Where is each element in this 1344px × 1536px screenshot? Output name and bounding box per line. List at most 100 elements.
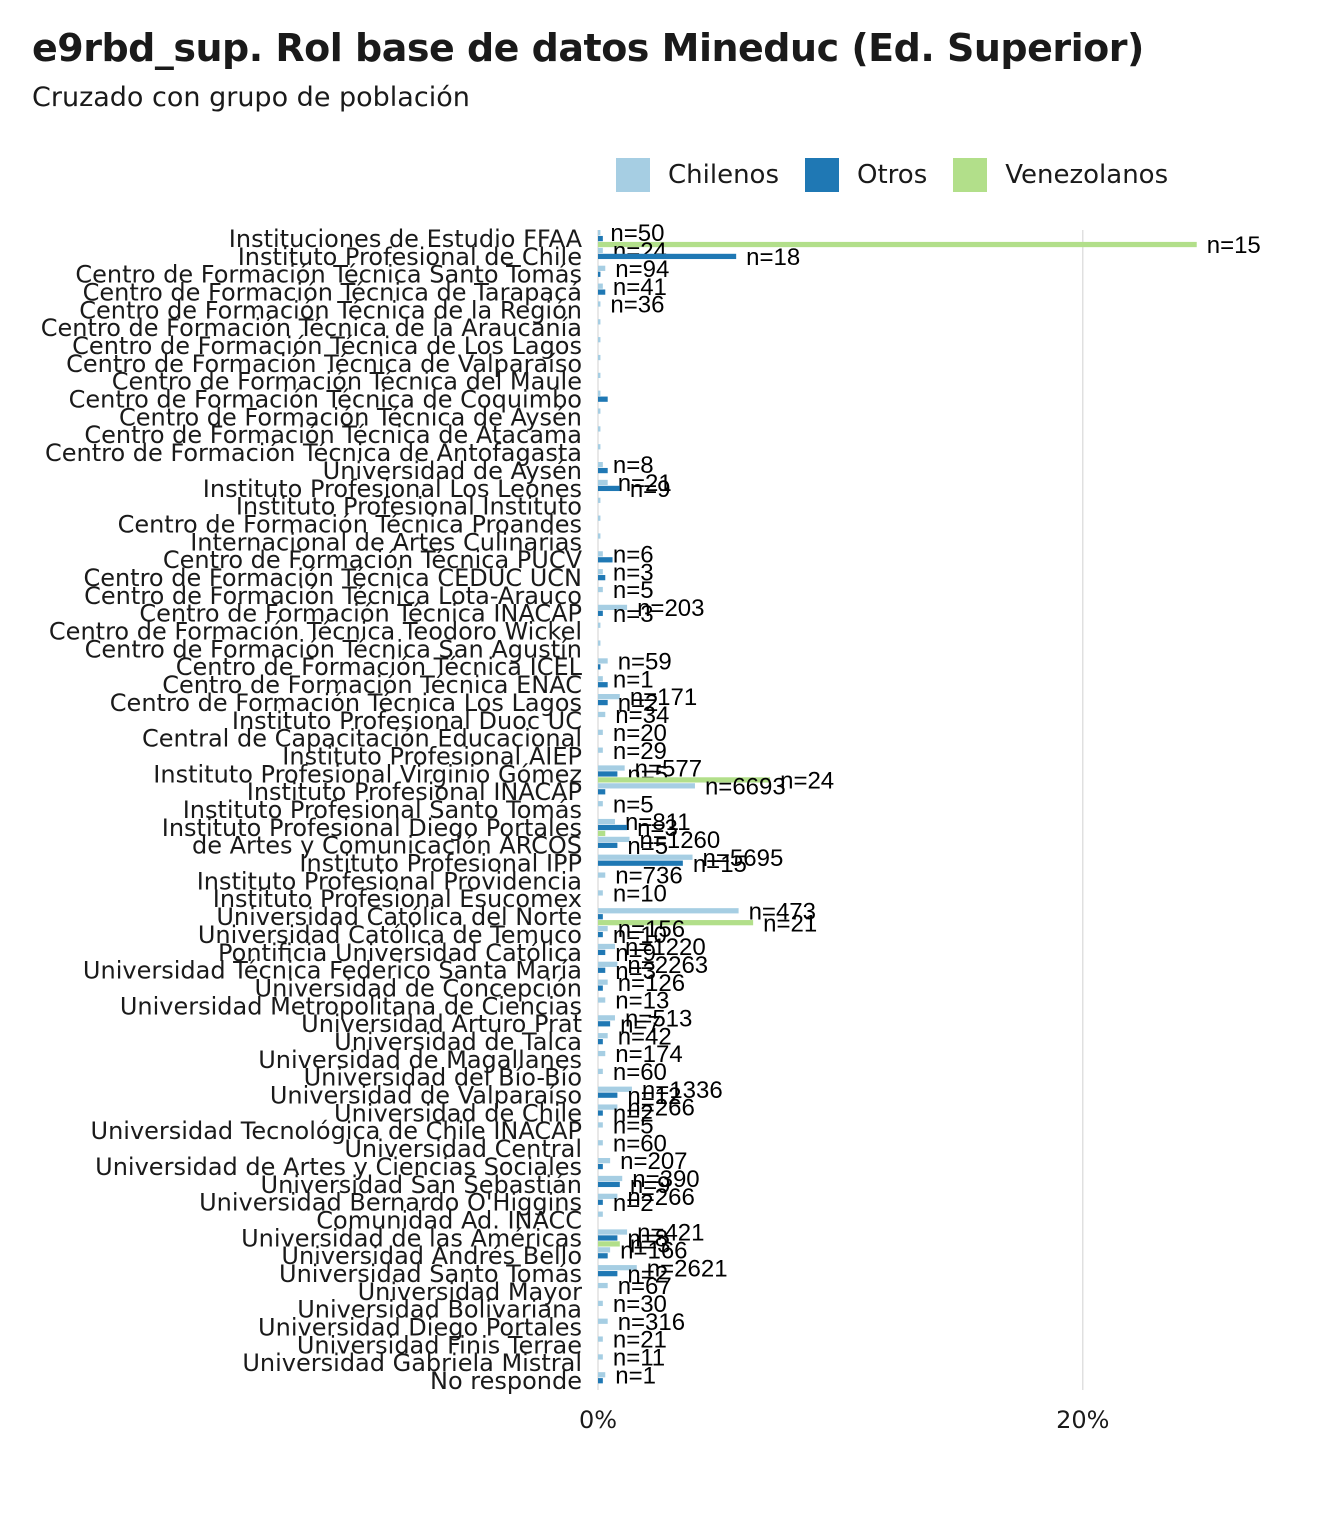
- category-label: Centro de Formación Técnica Santo Tomás: [75, 261, 582, 289]
- category-label: Instituto Profesional de Chile: [238, 243, 582, 271]
- category-label: Instituto Profesional Esucomex: [213, 885, 582, 913]
- bar-chilenos: [598, 1336, 603, 1342]
- bar-otros: [598, 1271, 618, 1277]
- count-label: n=5: [613, 577, 654, 604]
- bar-chilenos: [598, 711, 606, 718]
- count-label: n=736: [615, 863, 682, 890]
- bar-chilenos: [598, 1193, 618, 1199]
- count-label: n=20: [613, 720, 667, 747]
- category-label: Centro de Formación Técnica de Valparaís…: [66, 350, 582, 378]
- count-label: n=21: [613, 1327, 667, 1354]
- bar-otros: [598, 557, 613, 563]
- bar-venezolanos: [598, 777, 771, 783]
- count-label: n=10: [613, 881, 667, 908]
- bar-chilenos: [598, 337, 601, 343]
- category-label: Centro de Formación Técnica ICEL: [176, 653, 583, 681]
- bar-otros: [598, 253, 737, 260]
- bar-otros: [598, 271, 601, 277]
- bar-chilenos: [598, 1122, 603, 1128]
- category-label: Centro de Formación Técnica ENAC: [162, 671, 582, 699]
- bar-chilenos: [598, 1068, 603, 1075]
- bar-chilenos: [598, 943, 615, 950]
- category-label: Centro de Formación Técnica INACAP: [139, 600, 582, 628]
- category-label: Universidad San Sebastián: [261, 1171, 582, 1199]
- category-label: Centro de Formación Técnica Proandes: [118, 510, 582, 538]
- category-label: Instituto Profesional IPP: [299, 850, 582, 878]
- x-tick-label: 20%: [1056, 1406, 1109, 1434]
- category-label: Instituciones de Estudio FFAA: [229, 225, 583, 253]
- bar-chilenos: [598, 408, 601, 414]
- category-label: Centro de Formación Técnica Teodoro Wick…: [49, 618, 582, 646]
- category-label: Centro de Formación Técnica San Agustín: [85, 635, 582, 663]
- count-label: n=266: [627, 1095, 694, 1122]
- legend-label: Venezolanos: [1005, 160, 1169, 190]
- bar-chilenos: [598, 301, 601, 307]
- bar-chilenos: [598, 319, 601, 325]
- count-label: n=2: [613, 1190, 654, 1217]
- count-label: n=1: [615, 1362, 656, 1389]
- category-label: Universidad de Magallanes: [258, 1046, 582, 1074]
- count-label: n=203: [637, 595, 704, 622]
- count-label: n=171: [630, 684, 697, 711]
- count-label: n=30: [613, 1291, 667, 1318]
- bar-otros: [598, 1110, 603, 1116]
- count-label: n=15: [693, 851, 747, 878]
- bar-chilenos: [598, 462, 603, 468]
- category-label: Universidad de Artes y Ciencias Sociales: [95, 1153, 582, 1181]
- count-label: n=7: [620, 1011, 661, 1038]
- category-label: Instituto Profesional Providencia: [197, 867, 582, 895]
- bar-otros: [598, 610, 603, 616]
- category-label: Centro de Formación Técnica Los Lagos: [110, 689, 582, 717]
- count-label: n=15: [1207, 232, 1261, 259]
- bar-otros: [598, 485, 620, 492]
- category-label: No responde: [430, 1367, 582, 1395]
- category-label: Instituto Profesional Instituto: [236, 493, 582, 521]
- category-label: Universidad Tecnológica de Chile INACAP: [91, 1117, 582, 1145]
- bar-chilenos: [598, 533, 601, 539]
- count-label: n=3: [630, 1232, 671, 1259]
- bar-chilenos: [598, 1175, 623, 1182]
- category-label: Universidad del Bío-Bío: [304, 1064, 582, 1092]
- category-label: Universidad Metropolitana de Ciencias: [120, 992, 582, 1020]
- bar-otros: [598, 1253, 608, 1259]
- category-label: Centro de Formación Técnica de Coquimbo: [69, 386, 582, 414]
- legend-label: Otros: [857, 160, 928, 190]
- count-label: n=34: [615, 702, 669, 729]
- count-label: n=6693: [705, 773, 786, 800]
- legend-label: Chilenos: [668, 160, 780, 190]
- count-label: n=11: [613, 1345, 665, 1372]
- bar-chilenos: [598, 818, 615, 825]
- bar-venezolanos: [598, 830, 606, 837]
- count-label: n=24: [780, 768, 834, 795]
- bar-chilenos: [598, 1050, 606, 1057]
- category-label: Universidad Diego Portales: [258, 1314, 582, 1342]
- bar-chilenos: [598, 836, 630, 843]
- bar-otros: [598, 1199, 603, 1205]
- bar-chilenos: [598, 515, 601, 521]
- legend-item-chilenos: Chilenos: [616, 158, 779, 192]
- bar-venezolanos: [598, 241, 1197, 248]
- bar-otros: [598, 967, 606, 973]
- count-label: n=5: [613, 791, 654, 818]
- category-label: Universidad Bolivariana: [297, 1296, 582, 1324]
- bar-otros: [598, 1021, 611, 1027]
- bar-otros: [598, 235, 603, 242]
- bar-chilenos: [598, 444, 601, 450]
- bar-chilenos: [598, 354, 601, 361]
- legend-swatch-chilenos: [616, 158, 650, 192]
- category-label: Centro de Formación Técnica Lota-Arauco: [84, 582, 582, 610]
- count-label: n=8: [627, 1226, 668, 1253]
- bar-chilenos: [598, 1086, 632, 1092]
- bar-chilenos: [598, 569, 603, 575]
- count-label: n=126: [618, 970, 685, 997]
- bar-chilenos: [598, 854, 693, 860]
- bar-otros: [598, 860, 683, 866]
- bar-chilenos: [598, 926, 608, 932]
- count-label: n=3: [637, 815, 678, 842]
- category-label: Universidad Mayor: [358, 1278, 583, 1306]
- bar-chilenos: [598, 997, 606, 1003]
- bar-chilenos: [598, 908, 739, 914]
- bar-chilenos: [598, 604, 628, 611]
- count-label: n=5: [613, 1113, 654, 1140]
